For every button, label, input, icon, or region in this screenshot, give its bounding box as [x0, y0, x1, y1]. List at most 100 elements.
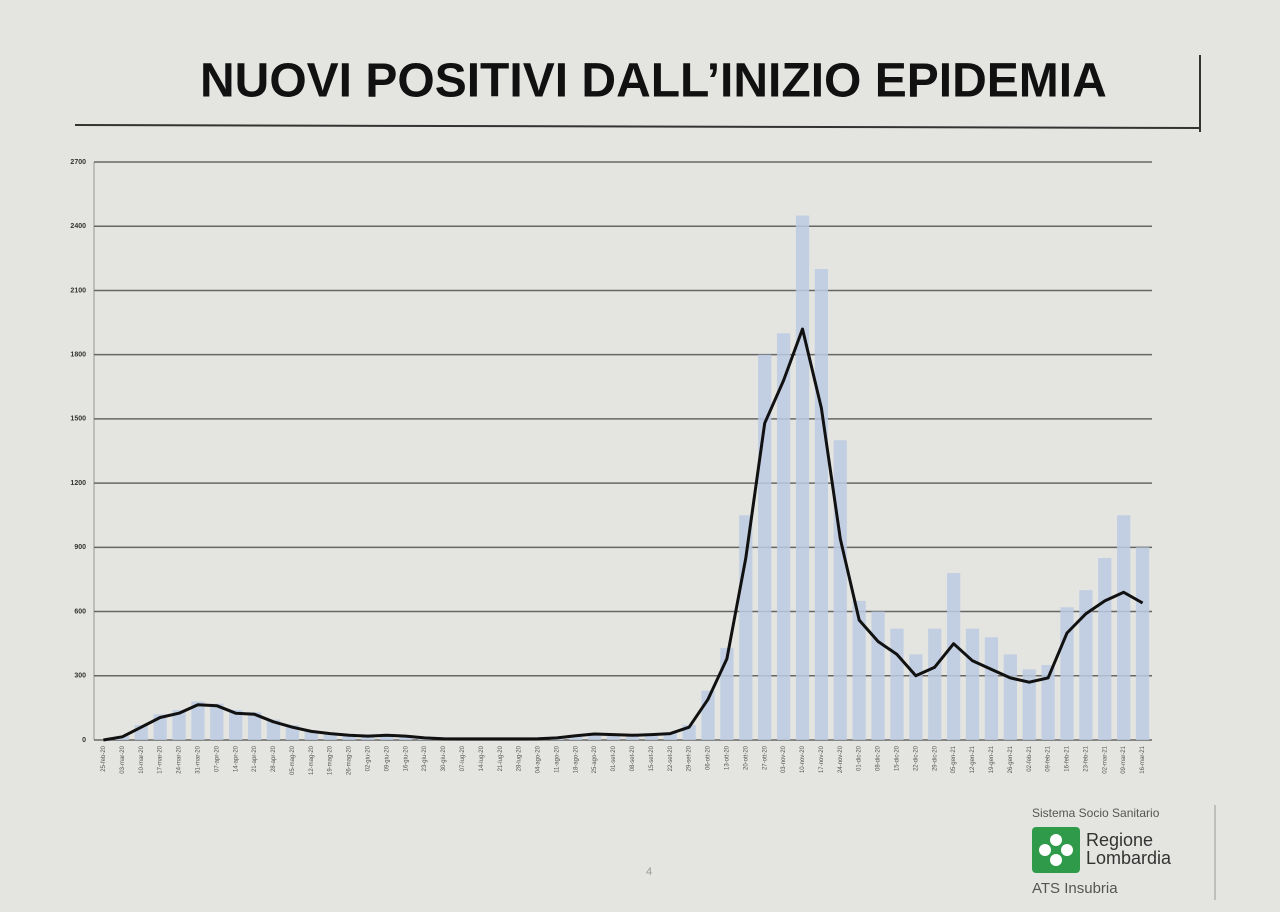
x-tick-label: 08-dic-20	[876, 745, 882, 771]
x-tick-label: 19-gen-21	[989, 745, 995, 773]
x-tick-label: 07-apr-20	[214, 745, 220, 772]
x-tick-label: 29-set-20	[687, 745, 693, 771]
y-tick-label: 600	[74, 608, 86, 615]
x-tick-label: 03-nov-20	[781, 745, 787, 773]
bar	[229, 710, 243, 740]
x-tick-label: 04-ago-20	[536, 745, 542, 773]
x-tick-label: 23-giu-20	[422, 745, 428, 771]
x-tick-label: 12-gen-21	[970, 745, 976, 773]
bar	[247, 712, 262, 740]
x-tick-label: 15-set-20	[649, 745, 655, 771]
x-tick-label: 20-ott-20	[743, 745, 749, 770]
bar	[795, 215, 810, 740]
x-tick-label: 13-ott-20	[724, 745, 730, 770]
x-tick-label: 05-mag-20	[290, 745, 296, 775]
bar	[625, 734, 640, 740]
bar	[210, 703, 224, 740]
bar	[323, 732, 337, 740]
bar	[1041, 665, 1055, 740]
chart-title: NUOVI POSITIVI DALL’INIZIO EPIDEMIA	[200, 55, 1107, 108]
title-rule	[74, 124, 1201, 129]
x-tick-label: 24-mar-20	[177, 745, 183, 773]
x-tick-label: 28-apr-20	[271, 745, 277, 772]
bar	[833, 440, 847, 740]
y-tick-label: 2700	[70, 159, 86, 166]
x-tick-label: 17-nov-20	[819, 745, 825, 773]
y-tick-label: 0	[82, 737, 86, 744]
bar	[1135, 547, 1150, 740]
x-tick-label: 22-set-20	[668, 745, 674, 771]
x-tick-label: 02-mar-21	[1102, 745, 1108, 773]
x-tick-label: 14-lug-20	[479, 745, 485, 771]
x-tick-label: 31-mar-20	[195, 745, 201, 773]
bar	[1022, 669, 1036, 740]
x-tick-label: 26-mag-20	[347, 745, 353, 775]
bar	[361, 735, 375, 740]
bar	[172, 710, 186, 740]
bar	[776, 333, 791, 740]
bar	[399, 735, 413, 740]
y-tick-label: 900	[74, 544, 86, 551]
logo-line1: Regione	[1086, 830, 1153, 850]
bar	[814, 269, 828, 740]
x-tick-label: 06-ott-20	[706, 745, 712, 770]
x-tick-label: 19-mag-20	[328, 745, 334, 775]
x-tick-label: 21-lug-20	[498, 745, 504, 771]
y-tick-label: 2100	[70, 287, 86, 294]
x-tick-label: 14-apr-20	[233, 745, 239, 772]
bar	[304, 730, 318, 740]
x-tick-label: 28-lug-20	[517, 745, 523, 771]
x-tick-label: 10-mar-20	[139, 745, 145, 773]
x-tick-label: 21-apr-20	[252, 745, 258, 772]
x-tick-label: 16-giu-20	[403, 745, 409, 771]
x-tick-label: 10-nov-20	[800, 745, 806, 773]
x-tick-label: 29-dic-20	[932, 745, 938, 771]
bar	[191, 701, 205, 740]
x-tick-label: 25-feb-20	[101, 745, 107, 771]
x-tick-label: 22-dic-20	[913, 745, 919, 771]
x-tick-label: 17-mar-20	[158, 745, 164, 773]
bar	[644, 733, 658, 740]
x-tick-label: 09-feb-21	[1046, 745, 1052, 771]
bar	[965, 628, 980, 740]
x-tick-label: 09-giu-20	[384, 745, 390, 771]
x-tick-label: 30-giu-20	[441, 745, 447, 771]
y-tick-label: 1800	[70, 352, 86, 359]
x-tick-label: 07-lug-20	[460, 745, 466, 771]
footer-org: Sistema Socio Sanitario	[1032, 806, 1160, 820]
line	[103, 327, 1144, 742]
page-number: 4	[646, 866, 652, 878]
bar	[1003, 654, 1017, 740]
y-tick-label: 300	[74, 673, 86, 680]
x-tick-label: 01-dic-20	[857, 745, 863, 771]
bar	[928, 628, 942, 740]
footer-unit: ATS Insubria	[1032, 880, 1118, 897]
logo-mark	[1032, 827, 1080, 873]
y-tick-label: 1200	[70, 480, 86, 487]
x-tick-label: 16-mar-21	[1140, 745, 1146, 773]
x-tick-label: 11-ago-20	[554, 745, 560, 773]
x-tick-label: 24-nov-20	[838, 745, 844, 773]
x-tick-label: 01-set-20	[611, 745, 617, 771]
logo-cross	[1039, 834, 1073, 866]
bar	[266, 719, 281, 740]
x-tick-label: 26-gen-21	[1008, 745, 1014, 773]
plot: 0 300 600 900 1200 1500 1800 2100 2400 2700 25-feb…	[70, 159, 1152, 775]
bar	[871, 611, 885, 740]
bar	[852, 600, 866, 740]
x-tick-label: 08-set-20	[630, 745, 636, 771]
bar	[380, 734, 394, 740]
logo-line2: Lombardia	[1086, 848, 1172, 868]
bar	[1079, 590, 1093, 740]
x-tick-label: 05-gen-21	[951, 745, 957, 773]
bar	[588, 732, 602, 740]
x-tick-label: 12-mag-20	[309, 745, 315, 775]
x-tick-label: 23-feb-21	[1083, 745, 1089, 771]
x-tick-label: 25-ago-20	[592, 745, 598, 773]
x-tick-label: 02-feb-21	[1027, 745, 1033, 771]
x-tick-label: 02-giu-20	[366, 745, 372, 771]
x-tick-label: 27-ott-20	[762, 745, 768, 770]
